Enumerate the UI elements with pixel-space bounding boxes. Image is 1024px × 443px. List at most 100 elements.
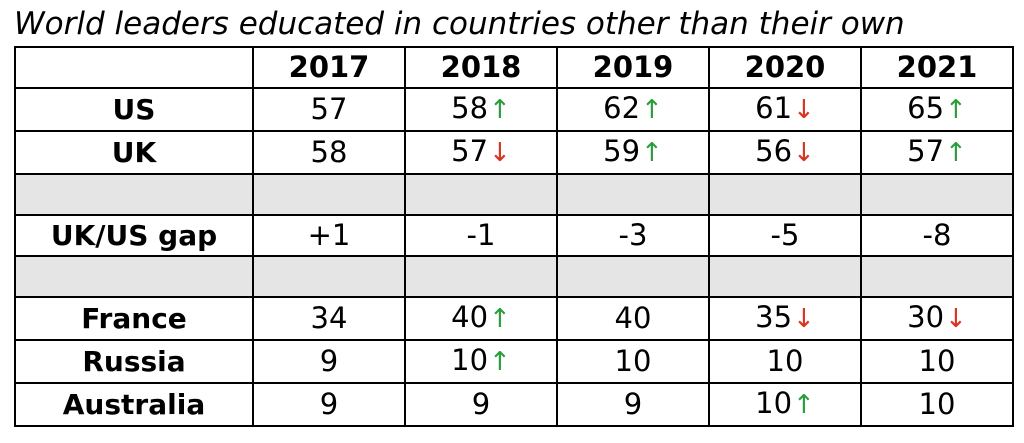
spacer-row [14, 255, 1014, 298]
trend-up-arrow-icon: ↑ [945, 138, 967, 168]
spacer-cell [708, 173, 862, 216]
column-header-2018: 2018 [404, 46, 558, 89]
trend-down-arrow-icon: ↓ [793, 95, 815, 125]
column-header-2017: 2017 [252, 46, 406, 89]
table-cell: 58 [252, 130, 406, 175]
spacer-cell [708, 255, 862, 298]
cell-value: 9 [623, 387, 643, 421]
trend-down-arrow-icon: ↓ [945, 304, 967, 334]
cell-value: 61 [755, 91, 793, 125]
spacer-cell [556, 173, 710, 216]
trend-down-arrow-icon: ↓ [793, 304, 815, 334]
trend-up-arrow-icon: ↑ [945, 95, 967, 125]
trend-up-arrow-icon: ↑ [641, 138, 663, 168]
cell-value: -3 [618, 218, 648, 252]
cell-value: +1 [307, 218, 351, 252]
trend-down-arrow-icon: ↓ [793, 138, 815, 168]
table-cell: 57↓ [404, 130, 558, 175]
spacer-cell [556, 255, 710, 298]
table-cell: 57↑ [860, 130, 1014, 175]
spacer-cell [404, 173, 558, 216]
cell-value: -5 [770, 218, 800, 252]
cell-value: 57 [451, 134, 489, 168]
column-header-2020: 2020 [708, 46, 862, 89]
cell-value: 62 [603, 91, 641, 125]
row-label: Australia [14, 382, 254, 427]
header-corner-cell [14, 46, 254, 89]
table-cell: 10 [708, 339, 862, 384]
row-label: Russia [14, 339, 254, 384]
spacer-cell [14, 173, 254, 216]
row-label: UK [14, 130, 254, 175]
cell-value: 9 [471, 387, 491, 421]
table-cell: 57 [252, 87, 406, 132]
table-row: UK 58 57↓ 59↑ 56↓ 57↑ [14, 130, 1014, 175]
column-header-2019: 2019 [556, 46, 710, 89]
cell-value: 35 [755, 300, 793, 334]
cell-value: 10 [918, 344, 956, 378]
cell-value: 10 [766, 344, 804, 378]
table-row: Russia 9 10↑ 10 10 10 [14, 339, 1014, 384]
row-label: France [14, 296, 254, 341]
cell-value: 9 [319, 387, 339, 421]
table-cell: -8 [860, 214, 1014, 257]
spacer-cell [860, 173, 1014, 216]
trend-up-arrow-icon: ↑ [489, 304, 511, 334]
spacer-row [14, 173, 1014, 216]
table-cell: 40↑ [404, 296, 558, 341]
table-cell: +1 [252, 214, 406, 257]
cell-value: 30 [907, 300, 945, 334]
cell-value: 57 [907, 134, 945, 168]
trend-up-arrow-icon: ↑ [489, 95, 511, 125]
row-label: US [14, 87, 254, 132]
table-cell: 10 [860, 339, 1014, 384]
table-cell: 9 [252, 339, 406, 384]
header-row: 2017 2018 2019 2020 2021 [14, 46, 1014, 89]
cell-value: 40 [614, 301, 652, 335]
cell-value: 57 [310, 92, 348, 126]
cell-value: 58 [310, 135, 348, 169]
cell-value: 40 [451, 300, 489, 334]
cell-value: -8 [922, 218, 952, 252]
table-cell: 10↑ [404, 339, 558, 384]
data-table: 2017 2018 2019 2020 2021 US 57 58↑ 62↑ 61↓ 65↑ UK 58… [14, 46, 1014, 427]
table-cell: 65↑ [860, 87, 1014, 132]
table-cell: 10↑ [708, 382, 862, 427]
row-label: UK/US gap [14, 214, 254, 257]
spacer-cell [860, 255, 1014, 298]
chart-title: World leaders educated in countries othe… [14, 6, 905, 42]
trend-up-arrow-icon: ↑ [641, 95, 663, 125]
cell-value: 10 [614, 344, 652, 378]
spacer-cell [404, 255, 558, 298]
spacer-cell [14, 255, 254, 298]
cell-value: 10 [918, 387, 956, 421]
table-cell: -3 [556, 214, 710, 257]
table-cell: -5 [708, 214, 862, 257]
trend-up-arrow-icon: ↑ [489, 347, 511, 377]
table-cell: 9 [404, 382, 558, 427]
table-cell: 40 [556, 296, 710, 341]
table-row: Australia 9 9 9 10↑ 10 [14, 382, 1014, 427]
spacer-cell [252, 255, 406, 298]
trend-up-arrow-icon: ↑ [793, 390, 815, 420]
table-cell: 9 [252, 382, 406, 427]
table-cell: 61↓ [708, 87, 862, 132]
table-cell: -1 [404, 214, 558, 257]
cell-value: 34 [310, 301, 348, 335]
table-row: UK/US gap +1 -1 -3 -5 -8 [14, 214, 1014, 257]
spacer-cell [252, 173, 406, 216]
cell-value: -1 [466, 218, 496, 252]
cell-value: 65 [907, 91, 945, 125]
table-cell: 10 [860, 382, 1014, 427]
table-row: US 57 58↑ 62↑ 61↓ 65↑ [14, 87, 1014, 132]
table-cell: 35↓ [708, 296, 862, 341]
cell-value: 10 [755, 386, 793, 420]
cell-value: 10 [451, 343, 489, 377]
table-row: France 34 40↑ 40 35↓ 30↓ [14, 296, 1014, 341]
table-cell: 56↓ [708, 130, 862, 175]
cell-value: 9 [319, 344, 339, 378]
table-cell: 58↑ [404, 87, 558, 132]
column-header-2021: 2021 [860, 46, 1014, 89]
table-cell: 59↑ [556, 130, 710, 175]
cell-value: 56 [755, 134, 793, 168]
